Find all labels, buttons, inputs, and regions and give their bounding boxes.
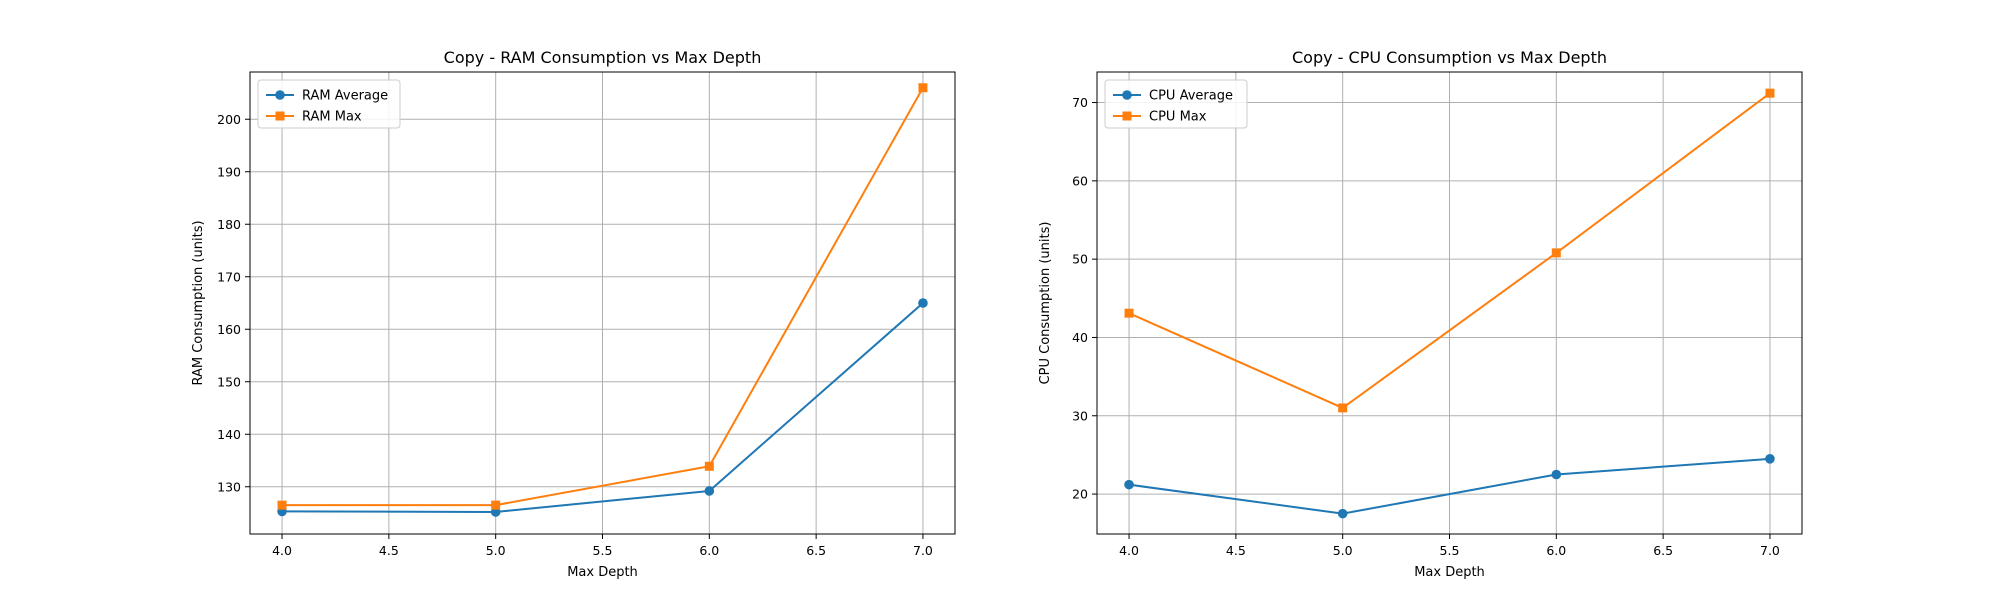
cpu-average-marker — [1551, 469, 1562, 480]
ram-x-axis-label: Max Depth — [567, 565, 638, 580]
ram-average-legend-marker — [275, 90, 285, 100]
ram-max-marker — [704, 461, 714, 471]
cpu-max-line — [1128, 92, 1771, 409]
cpu-average-marker — [1765, 454, 1775, 464]
cpu-xtick-label: 6.0 — [1546, 543, 1566, 558]
ram-max-legend-marker — [275, 111, 285, 121]
ram-xtick-label: 5.0 — [486, 543, 506, 558]
cpu-xtick-label: 5.5 — [1440, 543, 1460, 558]
ram-ytick-label: 200 — [217, 112, 241, 127]
ram-xtick-label: 7.0 — [913, 543, 933, 558]
cpu-max-legend-label: CPU Max — [1149, 110, 1207, 125]
cpu-ytick-label: 60 — [1072, 173, 1088, 188]
ram-xtick-label: 4.0 — [272, 543, 292, 558]
ram-xtick-label: 6.5 — [806, 543, 826, 558]
ram-average-marker — [918, 298, 928, 308]
ram-max-marker — [277, 500, 287, 510]
ram-xtick-label: 6.0 — [699, 543, 719, 558]
cpu-average-marker — [1124, 479, 1134, 490]
cpu-ytick-label: 50 — [1072, 252, 1088, 267]
ram-ytick-label: 170 — [217, 269, 241, 284]
cpu-average-legend-marker — [1122, 90, 1132, 100]
cpu-xtick-label: 6.5 — [1653, 543, 1673, 558]
ram-ytick-label: 180 — [217, 217, 241, 232]
ram-chart: 4.0 4.5 5.0 5.5 6.0 6.5 7.0 130 140 150 160 170 180 1… — [191, 48, 956, 580]
cpu-max-marker — [1765, 88, 1775, 98]
ram-max-line — [282, 87, 924, 507]
ram-ytick-label: 160 — [217, 322, 241, 337]
ram-average-marker — [704, 486, 715, 496]
ram-ytick-label: 140 — [217, 427, 241, 442]
ram-max-legend-label: RAM Max — [302, 110, 362, 125]
cpu-ytick-label: 40 — [1072, 330, 1088, 345]
ram-ytick-label: 130 — [217, 479, 241, 494]
cpu-ytick-label: 30 — [1072, 408, 1088, 423]
cpu-max-legend-marker — [1122, 111, 1132, 121]
cpu-xtick-label: 7.0 — [1760, 543, 1780, 558]
cpu-average-legend-label: CPU Average — [1149, 89, 1233, 104]
cpu-x-axis-label: Max Depth — [1414, 565, 1485, 580]
ram-max-marker — [918, 83, 928, 93]
ram-max-marker — [491, 500, 501, 510]
cpu-max-marker — [1551, 248, 1561, 258]
cpu-xtick-label: 4.5 — [1226, 543, 1246, 558]
cpu-ytick-label: 70 — [1072, 95, 1088, 110]
cpu-chart: 4.0 4.5 5.0 5.5 6.0 6.5 7.0 20 30 40 50 60 70 Copy - … — [1038, 48, 1803, 580]
cpu-average-line — [1128, 457, 1771, 515]
cpu-xtick-label: 5.0 — [1333, 543, 1353, 558]
cpu-average-marker — [1337, 508, 1348, 519]
ram-ytick-label: 150 — [217, 374, 241, 389]
ram-ytick-label: 190 — [217, 164, 241, 179]
cpu-xtick-label: 4.0 — [1119, 543, 1139, 558]
ram-xtick-label: 4.5 — [379, 543, 399, 558]
cpu-max-marker — [1338, 403, 1348, 413]
ram-xtick-label: 5.5 — [593, 543, 613, 558]
ram-y-axis-label: RAM Consumption (units) — [191, 220, 206, 385]
cpu-chart-title: Copy - CPU Consumption vs Max Depth — [1292, 48, 1607, 67]
cpu-y-axis-label: CPU Consumption (units) — [1038, 222, 1053, 385]
ram-average-line — [282, 302, 924, 513]
ram-average-legend-label: RAM Average — [302, 89, 388, 104]
cpu-ytick-label: 20 — [1072, 487, 1088, 502]
ram-chart-title: Copy - RAM Consumption vs Max Depth — [444, 48, 762, 67]
cpu-max-marker — [1124, 308, 1134, 318]
